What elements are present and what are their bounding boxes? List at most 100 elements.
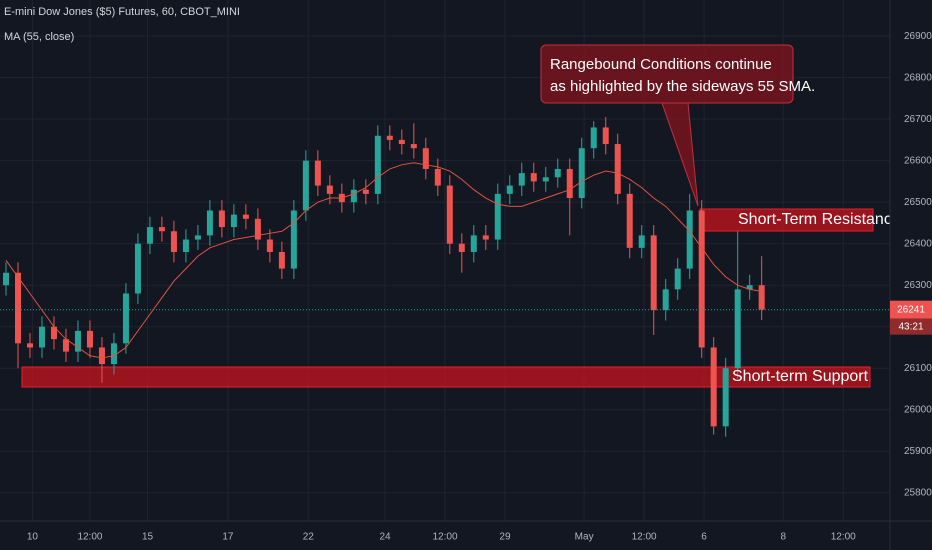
x-tick-label: 24 [379,532,391,543]
x-tick-label: 12:00 [432,532,457,543]
y-tick-label: 26500 [904,197,932,208]
candle-body [170,231,177,252]
candle-body [26,343,33,348]
candle-body [554,168,561,178]
candle-body [254,218,261,240]
candle-body [410,144,417,149]
candle-body [746,285,753,290]
candle-body [146,227,153,244]
countdown-box [890,318,932,335]
candle-body [182,239,189,252]
candle-body [350,189,357,203]
y-tick-label: 26100 [904,363,932,374]
candle-body [686,210,693,269]
candle-body [266,239,273,252]
x-tick-label: 12:00 [632,532,657,543]
legend-entry: MA (55, close) [4,31,74,43]
axes: 2580025900260002610026200263002640026500… [27,31,932,543]
candle-body [38,326,45,348]
candle-body [674,268,681,290]
candle-body [398,139,405,145]
y-tick-label: 26300 [904,280,932,291]
annotations [21,208,874,388]
callout-line: as highlighted by the sideways 55 SMA. [550,78,815,95]
y-tick-label: 26900 [904,31,932,42]
marks [0,117,890,437]
candle-body [122,293,129,344]
callout-line: Rangebound Conditions continue [550,56,772,73]
y-tick-label: 25800 [904,487,932,498]
candle-body [518,173,525,186]
candle-body [530,173,537,182]
candle-body [290,210,297,269]
candle-body [62,339,69,352]
x-tick-label: 22 [303,532,315,543]
chart-title: E-mini Dow Jones ($5) Futures, 60, CBOT_… [4,6,240,18]
candle-body [434,168,441,186]
candle-body [110,343,117,365]
candle-body [614,144,621,194]
x-tick-label: 10 [27,532,39,543]
candle-body [314,160,321,186]
x-tick-label: 12:00 [77,532,102,543]
ma-line [5,162,762,359]
y-tick-label: 26000 [904,404,932,415]
candle-body [2,272,9,286]
candle-body [422,148,429,169]
candle-body [86,330,93,348]
candle-body [458,243,465,252]
candle-body [710,347,717,427]
candle-body [446,185,453,244]
candle-body [278,251,285,269]
candle-body [722,368,729,427]
candle-body [698,210,705,348]
x-tick-label: 12:00 [831,532,856,543]
x-tick-label: 6 [701,532,707,543]
candle-body [506,185,513,194]
y-tick-label: 26700 [904,114,932,125]
support-label: Short-term Support [732,368,869,385]
candle-body [134,243,141,294]
candle-body [482,235,489,240]
countdown-label: 43:21 [898,321,923,332]
last-price-box [890,300,932,319]
candle-body [590,127,597,149]
candle-body [566,168,573,199]
candle-body [758,285,765,310]
candle-body [638,235,645,248]
candle-body [374,135,381,194]
candle-body [194,235,201,240]
y-tick-label: 25900 [904,446,932,457]
y-tick-label: 26400 [904,238,932,249]
candle-body [662,289,669,311]
x-axis-panel [0,521,932,550]
y-axis-panel [890,0,932,550]
candle-body [326,185,333,194]
x-tick-label: 15 [142,532,154,543]
candle-body [470,235,477,252]
candle-body [206,210,213,236]
candle-body [578,148,585,199]
candle-body [494,193,501,240]
x-tick-label: 17 [222,532,234,543]
candle-body [302,160,309,211]
resistance-label: Short-Term Resistance [738,211,901,228]
candle-body [602,127,609,145]
y-tick-label: 26800 [904,72,932,83]
candle-body [50,326,57,340]
candle-body [734,289,741,369]
x-tick-label: May [575,532,594,543]
last-price-label: 26241 [897,304,925,315]
x-tick-label: 29 [499,532,511,543]
support-zone [21,366,871,388]
candle-body [386,135,393,140]
candle-body [218,210,225,228]
candle-body [362,189,369,194]
candle-body [158,227,165,232]
candle-body [626,193,633,248]
candle-body [242,214,249,219]
annotation-labels: Rangebound Conditions continue as highli… [540,44,901,385]
y-tick-label: 26600 [904,155,932,166]
candle-body [74,330,81,352]
